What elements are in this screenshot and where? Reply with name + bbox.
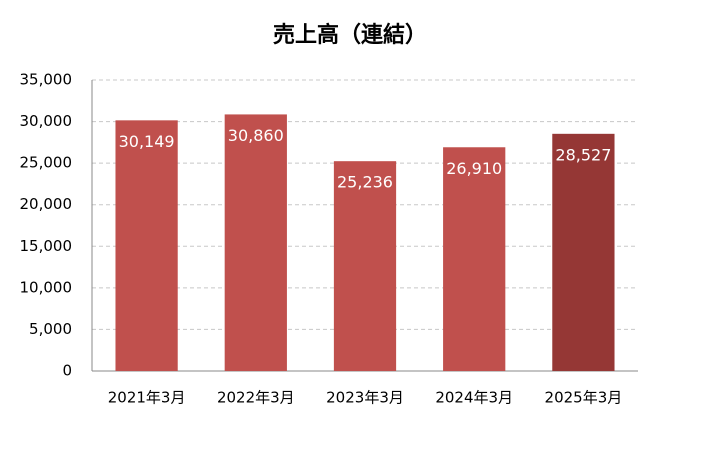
- y-tick-label: 20,000: [20, 195, 73, 213]
- data-label: 25,236: [337, 173, 393, 192]
- data-label: 30,860: [228, 126, 284, 145]
- x-tick-label: 2021年3月: [108, 389, 186, 407]
- data-label: 26,910: [446, 159, 502, 178]
- x-tick-label: 2024年3月: [435, 389, 513, 407]
- y-tick-label: 25,000: [20, 154, 73, 172]
- y-tick-label: 35,000: [20, 71, 73, 89]
- bar: [224, 114, 287, 371]
- y-tick-label: 0: [62, 362, 72, 380]
- bar: [115, 120, 178, 371]
- chart-title: 売上高（連結）: [273, 22, 427, 48]
- bar: [552, 133, 615, 371]
- bar: [333, 161, 397, 371]
- y-tick-label: 15,000: [20, 237, 73, 255]
- x-tick-label: 2025年3月: [545, 389, 623, 407]
- data-label: 28,527: [555, 145, 611, 164]
- data-label: 30,149: [119, 132, 175, 151]
- x-tick-label: 2023年3月: [326, 389, 404, 407]
- y-tick-label: 30,000: [20, 112, 73, 130]
- y-tick-label: 10,000: [20, 278, 73, 296]
- y-tick-label: 5,000: [29, 320, 72, 338]
- bar: [443, 147, 506, 371]
- x-tick-label: 2022年3月: [217, 389, 295, 407]
